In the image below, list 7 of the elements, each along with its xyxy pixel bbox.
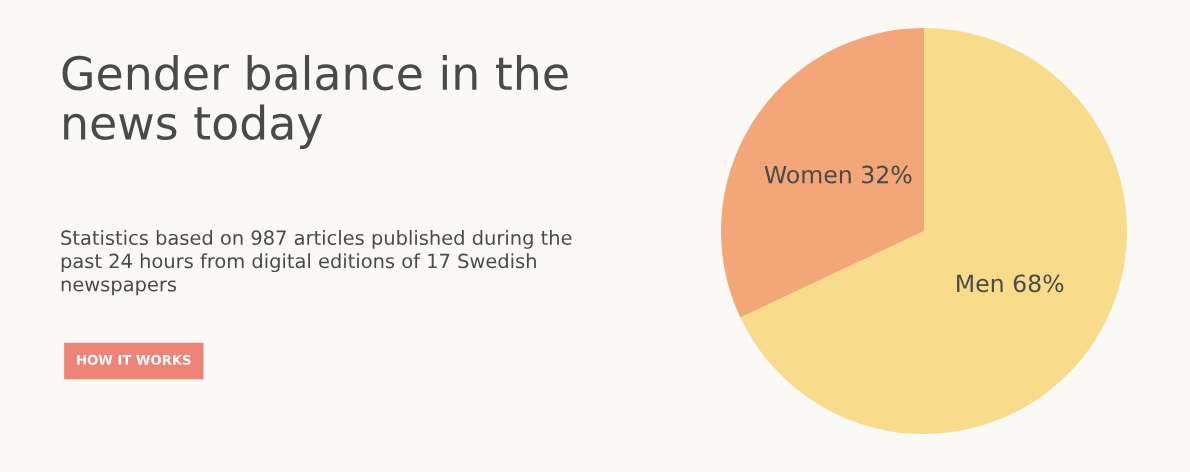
pie-slice [740,28,1127,434]
pie-slice [721,28,924,318]
text: Statistics based on 987 articles published during the past 24 hours from digital editions of 17 Swedish newspapers [61,230,572,296]
slice-label: Women 32% [764,165,912,184]
slice-label: Men 68% [957,274,1064,293]
text: Gender balance in the news today [62,55,568,149]
text: HOW IT WORKS [77,354,191,365]
